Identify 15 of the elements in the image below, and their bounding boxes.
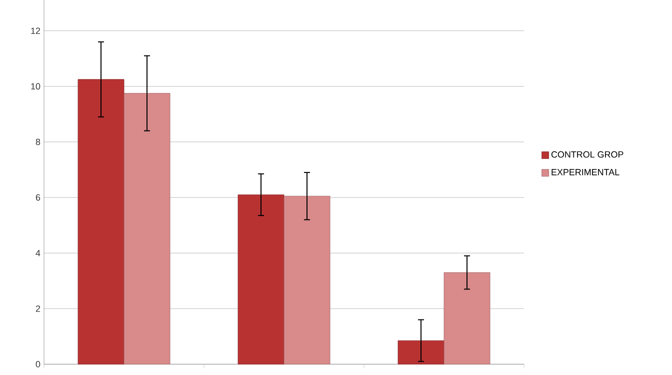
y-tick-label: 4 (36, 250, 40, 256)
legend-label: EXPERIMENTAL (552, 169, 620, 176)
bar (124, 93, 170, 364)
bar (78, 79, 124, 364)
y-tick-label: 0 (36, 360, 40, 368)
y-tick-label: 6 (36, 194, 40, 201)
y-tick-label: 8 (36, 138, 40, 146)
y-tick-label: 12 (31, 28, 40, 34)
bar (238, 194, 284, 364)
bar (284, 196, 330, 364)
bar (398, 340, 444, 364)
bar (444, 272, 490, 364)
legend-label: CONTROL GROP (551, 151, 624, 158)
y-tick-label: 10 (31, 83, 40, 90)
y-tick-label: 2 (36, 305, 40, 312)
